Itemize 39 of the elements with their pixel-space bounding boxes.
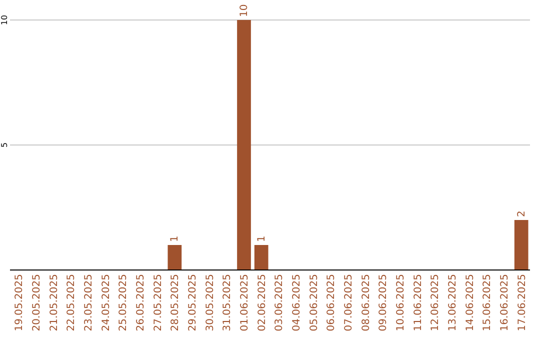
x-tick-label: 11.06.2025 bbox=[412, 274, 424, 332]
x-tick-label: 30.05.2025 bbox=[204, 274, 216, 332]
x-tick-label: 12.06.2025 bbox=[430, 274, 442, 332]
x-tick-label: 13.06.2025 bbox=[448, 274, 458, 332]
bar bbox=[168, 245, 182, 270]
data-label: 2 bbox=[516, 210, 528, 217]
y-tick-label: 5 bbox=[0, 142, 9, 148]
x-tick-label: 02.06.2025 bbox=[256, 274, 268, 332]
x-tick-label: 28.05.2025 bbox=[170, 274, 182, 332]
x-tick-label: 29.05.2025 bbox=[188, 274, 198, 332]
bar bbox=[237, 20, 251, 270]
x-tick-label: 07.06.2025 bbox=[344, 274, 354, 332]
x-tick-label: 20.05.2025 bbox=[32, 274, 42, 332]
x-tick-label: 26.05.2025 bbox=[136, 274, 146, 332]
bar bbox=[514, 220, 528, 270]
x-tick-label: 19.05.2025 bbox=[14, 274, 26, 332]
x-tick-label: 21.05.2025 bbox=[48, 274, 60, 332]
x-tick-label: 10.06.2025 bbox=[396, 274, 406, 332]
x-tick-label: 05.06.2025 bbox=[308, 274, 320, 332]
x-tick-label: 15.06.2025 bbox=[482, 274, 494, 332]
bar bbox=[254, 245, 268, 270]
x-tick-label: 08.06.2025 bbox=[360, 274, 372, 332]
x-tick-label: 14.06.2025 bbox=[464, 274, 476, 332]
x-tick-label: 03.06.2025 bbox=[274, 274, 286, 332]
x-tick-label: 04.06.2025 bbox=[292, 274, 302, 332]
x-tick-label: 25.05.2025 bbox=[118, 274, 130, 332]
x-tick-label: 01.06.2025 bbox=[240, 274, 250, 332]
data-label: 1 bbox=[256, 236, 268, 242]
x-tick-label: 06.06.2025 bbox=[326, 274, 338, 332]
x-tick-label: 23.05.2025 bbox=[84, 274, 94, 332]
x-tick-label: 27.05.2025 bbox=[152, 274, 164, 332]
x-tick-label: 31.05.2025 bbox=[222, 274, 234, 332]
x-tick-label: 09.06.2025 bbox=[378, 274, 390, 332]
x-tick-label: 16.06.2025 bbox=[500, 274, 510, 332]
x-tick-label: 17.06.2025 bbox=[516, 274, 528, 332]
x-tick-label: 22.05.2025 bbox=[66, 274, 78, 332]
x-tick-label: 24.05.2025 bbox=[100, 274, 112, 332]
data-label: 1 bbox=[170, 236, 181, 242]
data-label: 10 bbox=[239, 4, 250, 17]
